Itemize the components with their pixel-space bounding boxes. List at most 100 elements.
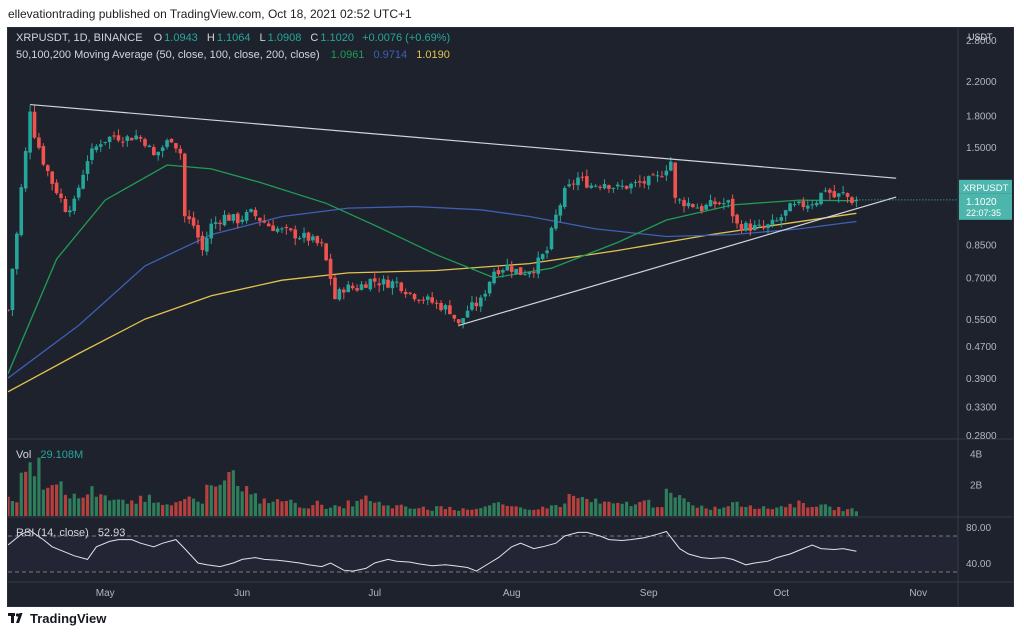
volume-bar	[465, 509, 470, 516]
volume-bar	[24, 471, 28, 516]
volume-bar	[315, 500, 319, 516]
candle-body	[735, 214, 739, 224]
ma-legend[interactable]: 50,100,200 Moving Average (50, close, 10…	[16, 49, 452, 61]
candle-body	[169, 138, 174, 143]
candle-body	[536, 257, 541, 274]
volume-bar	[289, 499, 293, 516]
volume-bar	[412, 508, 417, 516]
volume-bar	[580, 496, 585, 516]
candle-body	[823, 190, 828, 192]
candles-layer	[8, 105, 859, 329]
volume-pane	[8, 457, 858, 516]
volume-bar	[470, 509, 474, 516]
candle-body	[682, 200, 686, 207]
volume-bar	[518, 507, 523, 516]
volume-bar	[611, 503, 615, 516]
candle-body	[585, 176, 589, 188]
candle-body	[76, 187, 81, 198]
candle-body	[651, 174, 655, 176]
candle-body	[845, 193, 850, 197]
candle-body	[726, 200, 731, 203]
candle-body	[346, 284, 351, 293]
volume-bar	[686, 501, 691, 516]
candle-body	[81, 174, 85, 189]
price-tick-label: 0.5500	[966, 315, 997, 326]
rsi-pane	[8, 530, 958, 573]
volume-bar	[156, 502, 160, 516]
candle-body	[174, 143, 178, 149]
volume-bar	[112, 499, 116, 516]
candle-body	[443, 305, 448, 310]
candle-body	[45, 165, 50, 171]
volume-bar	[302, 508, 306, 516]
ma-legend-label: 50,100,200 Moving Average (50, close, 10…	[16, 49, 320, 61]
support-trendline[interactable]	[458, 196, 897, 327]
candle-body	[209, 223, 214, 239]
volume-bar	[258, 503, 262, 516]
volume-bar	[523, 509, 527, 516]
candle-body	[567, 184, 571, 187]
volume-bar	[788, 503, 792, 516]
candle-body	[19, 187, 24, 236]
chart-frame[interactable]: 2.80002.20001.80001.50001.20000.85000.70…	[7, 27, 1014, 607]
volume-bar	[753, 508, 757, 516]
candle-body	[805, 205, 810, 209]
candle-body	[589, 185, 594, 188]
volume-bar	[311, 505, 315, 516]
volume-bar	[50, 485, 54, 516]
volume-bar	[364, 495, 368, 516]
candle-body	[350, 285, 355, 289]
candle-body	[722, 203, 726, 205]
candle-body	[377, 283, 381, 286]
open-value: 1.0943	[164, 32, 198, 44]
candle-body	[686, 202, 691, 207]
volume-label: Vol	[16, 449, 32, 461]
candle-body	[434, 302, 439, 304]
symbol-legend[interactable]: XRPUSDT, 1D, BINANCE O 1.0943 H 1.1064 L 1.…	[16, 32, 452, 44]
candle-body	[359, 284, 364, 290]
candle-body	[527, 272, 532, 275]
high-label: H	[206, 32, 215, 44]
volume-bar	[700, 505, 704, 516]
candle-body	[646, 176, 651, 186]
candle-body	[417, 299, 421, 301]
volume-bar	[536, 509, 540, 516]
volume-bar	[576, 498, 580, 516]
candle-body	[677, 199, 682, 201]
volume-bar	[457, 510, 461, 516]
resistance-trendline[interactable]	[30, 103, 897, 179]
price-chart[interactable]: 2.80002.20001.80001.50001.20000.85000.70…	[8, 28, 1013, 606]
volume-bar	[337, 506, 341, 516]
volume-bar	[275, 499, 280, 516]
volume-bar	[85, 494, 90, 516]
candle-body	[412, 294, 417, 300]
volume-bar	[567, 493, 571, 516]
trendlines-layer[interactable]	[30, 103, 897, 327]
volume-bar	[558, 507, 562, 516]
candle-body	[814, 202, 819, 206]
volume-bar	[147, 494, 151, 516]
candle-body	[483, 293, 488, 297]
candle-body	[328, 258, 333, 279]
time-tick-label: Oct	[773, 588, 789, 599]
candle-body	[395, 281, 399, 283]
volume-bar	[125, 503, 129, 516]
volume-legend[interactable]: Vol 29.108M	[16, 449, 85, 461]
volume-tick-label: 2B	[970, 481, 983, 492]
volume-bar	[633, 504, 638, 516]
candle-body	[452, 314, 457, 319]
ma100-value: 0.9714	[373, 49, 408, 61]
candle-body	[134, 135, 138, 140]
volume-bar	[417, 508, 421, 516]
volume-bar	[8, 496, 10, 516]
low-value: 1.0908	[267, 32, 302, 44]
open-label: O	[153, 32, 163, 44]
candle-body	[465, 310, 470, 318]
volume-bar	[735, 501, 739, 516]
ma50-value: 1.0961	[330, 49, 365, 61]
price-tag-box	[959, 193, 1012, 220]
rsi-legend[interactable]: RSI (14, close) 52.93	[16, 527, 127, 539]
volume-bar	[664, 488, 668, 516]
volume-bar	[63, 494, 68, 516]
tradingview-footer[interactable]: TradingView	[8, 610, 106, 626]
